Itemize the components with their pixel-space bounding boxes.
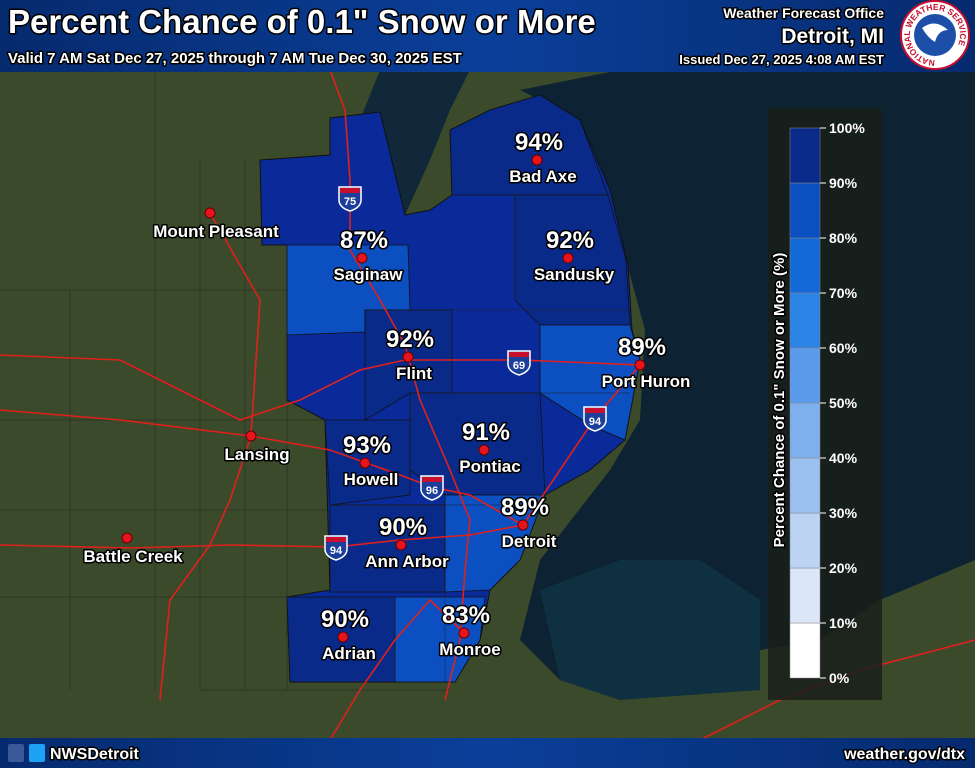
nws-logo: NATIONAL WEATHER SERVICE (900, 0, 970, 70)
highway-number: 94 (589, 416, 602, 428)
office: Detroit, MI (781, 25, 884, 48)
legend-tick-label: 70% (829, 285, 858, 301)
legend: 0% 10% 20% 30% 40% 50% 60% 70% 80% 90% 100% (789, 120, 865, 686)
legend-background (768, 108, 882, 700)
shield-top (340, 188, 360, 193)
legend-tick-label: 10% (829, 615, 858, 631)
legend-tick-label: 80% (829, 230, 858, 246)
footer-band (0, 738, 975, 768)
issued: Issued Dec 27, 2025 4:08 AM EST (679, 52, 884, 67)
chance-label: 87% (340, 227, 388, 254)
legend-title: Percent Chance of 0.1" Snow or More (%) (771, 253, 788, 548)
legend-swatch (789, 347, 821, 404)
city-name: Howell (344, 470, 399, 489)
chance-label: 89% (501, 494, 549, 521)
city-name: Bad Axe (509, 167, 576, 186)
shield-top (422, 477, 442, 482)
legend-tick-label: 20% (829, 560, 858, 576)
legend-swatch (789, 127, 821, 184)
chance-label: 90% (321, 606, 369, 633)
city-dot (517, 519, 529, 531)
legend-tick-label: 40% (829, 450, 858, 466)
city-dot (337, 631, 349, 643)
city-name: Detroit (502, 532, 557, 551)
city-dot (395, 539, 407, 551)
legend-tick-label: 100% (829, 120, 865, 136)
highway-shields: 75 69 94 96 94 (324, 186, 607, 561)
city-dot (121, 532, 133, 544)
city-name: Saginaw (334, 265, 404, 284)
city-dot (478, 444, 490, 456)
shield-top (509, 352, 529, 357)
legend-swatch (789, 567, 821, 624)
city-dot (458, 627, 470, 639)
city-name: Monroe (439, 640, 500, 659)
twitter-icon[interactable] (29, 744, 45, 762)
office-label: Weather Forecast Office (723, 5, 884, 21)
legend-tick-label: 60% (829, 340, 858, 356)
chance-label: 89% (618, 334, 666, 361)
facebook-icon[interactable] (8, 744, 24, 762)
highway-number: 69 (513, 360, 525, 372)
social-handle: NWSDetroit (50, 746, 140, 763)
city-dot (204, 207, 216, 219)
city-dot (245, 430, 257, 442)
city-name: Sandusky (534, 265, 615, 284)
legend-swatch (789, 457, 821, 514)
chance-label: 83% (442, 602, 490, 629)
legend-swatch (789, 622, 821, 679)
chance-label: 93% (343, 432, 391, 459)
legend-tick-label: 90% (829, 175, 858, 191)
county-lines (0, 70, 630, 691)
chance-label: 92% (546, 227, 594, 254)
legend-tick-label: 30% (829, 505, 858, 521)
legend-tick-label: 0% (829, 670, 850, 686)
header-band (0, 0, 975, 72)
city-dot (562, 252, 574, 264)
shield-top (326, 537, 346, 542)
title: Percent Chance of 0.1" Snow or More (8, 3, 596, 40)
city-dot (634, 359, 646, 371)
city-dot (531, 154, 543, 166)
city-name: Pontiac (459, 457, 520, 476)
legend-swatch (789, 182, 821, 239)
highway-number: 75 (344, 196, 356, 208)
legend-tick-label: 50% (829, 395, 858, 411)
city-dot (356, 252, 368, 264)
city-dot (402, 351, 414, 363)
logo-cloud (922, 23, 948, 42)
city-name: Battle Creek (83, 547, 183, 566)
legend-swatch (789, 292, 821, 349)
city-name: Port Huron (602, 372, 691, 391)
roads (0, 69, 975, 741)
chance-label: 90% (379, 514, 427, 541)
highway-number: 94 (330, 545, 343, 557)
legend-swatch (789, 402, 821, 459)
website: weather.gov/dtx (843, 746, 965, 763)
chance-label: 91% (462, 419, 510, 446)
chance-label: 94% (515, 129, 563, 156)
chance-label: 92% (386, 326, 434, 353)
city-name: Ann Arbor (365, 552, 449, 571)
legend-swatch (789, 512, 821, 569)
city-dot (359, 457, 371, 469)
subtitle: Valid 7 AM Sat Dec 27, 2025 through 7 AM… (8, 50, 462, 67)
city-layer: 94% Bad Axe 87% Saginaw 92% Sandusky 92% Flint 8… (82, 128, 692, 665)
city-name: Mount Pleasant (153, 222, 279, 241)
shield-top (585, 408, 605, 413)
lake-erie (540, 560, 760, 700)
city-name: Adrian (322, 644, 376, 663)
city-name: Flint (396, 364, 432, 383)
highway-number: 96 (426, 485, 438, 497)
city-name: Lansing (224, 445, 289, 464)
legend-swatch (789, 237, 821, 294)
